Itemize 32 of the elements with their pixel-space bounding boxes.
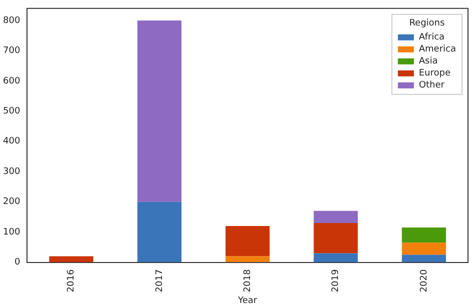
y-tick-label: 600 <box>2 76 20 86</box>
y-tick-label: 800 <box>2 16 20 26</box>
x-axis-title: Year <box>237 296 258 306</box>
bar <box>402 254 446 262</box>
bar <box>402 228 446 243</box>
legend-label: Africa <box>418 32 445 43</box>
x-tick-label: 2020 <box>419 269 430 292</box>
legend-label: Europe <box>418 68 451 79</box>
bar <box>49 256 94 262</box>
bar <box>137 202 182 262</box>
legend-label: Asia <box>418 56 438 67</box>
x-tick-label: 2017 <box>154 269 165 292</box>
y-tick-label: 300 <box>2 166 20 177</box>
bar <box>402 242 446 255</box>
y-tick-label: 200 <box>2 197 20 208</box>
y-tick-label: 0 <box>14 258 20 268</box>
y-tick-label: 400 <box>2 136 20 147</box>
bar <box>226 256 270 262</box>
y-tick-label: 100 <box>2 227 20 238</box>
legend-label: Other <box>418 80 445 91</box>
bar <box>137 20 182 202</box>
y-tick-label: 700 <box>2 46 20 56</box>
x-tick-label: 2016 <box>66 269 77 292</box>
bar <box>226 226 270 256</box>
bar <box>314 210 358 224</box>
x-tick-label: 2018 <box>242 269 253 292</box>
bar <box>314 223 358 254</box>
y-tick-label: 500 <box>2 106 20 117</box>
x-tick-label: 2019 <box>331 269 342 292</box>
bar <box>314 253 358 262</box>
legend-label: America <box>418 44 456 55</box>
legend-title: Regions <box>409 18 445 29</box>
